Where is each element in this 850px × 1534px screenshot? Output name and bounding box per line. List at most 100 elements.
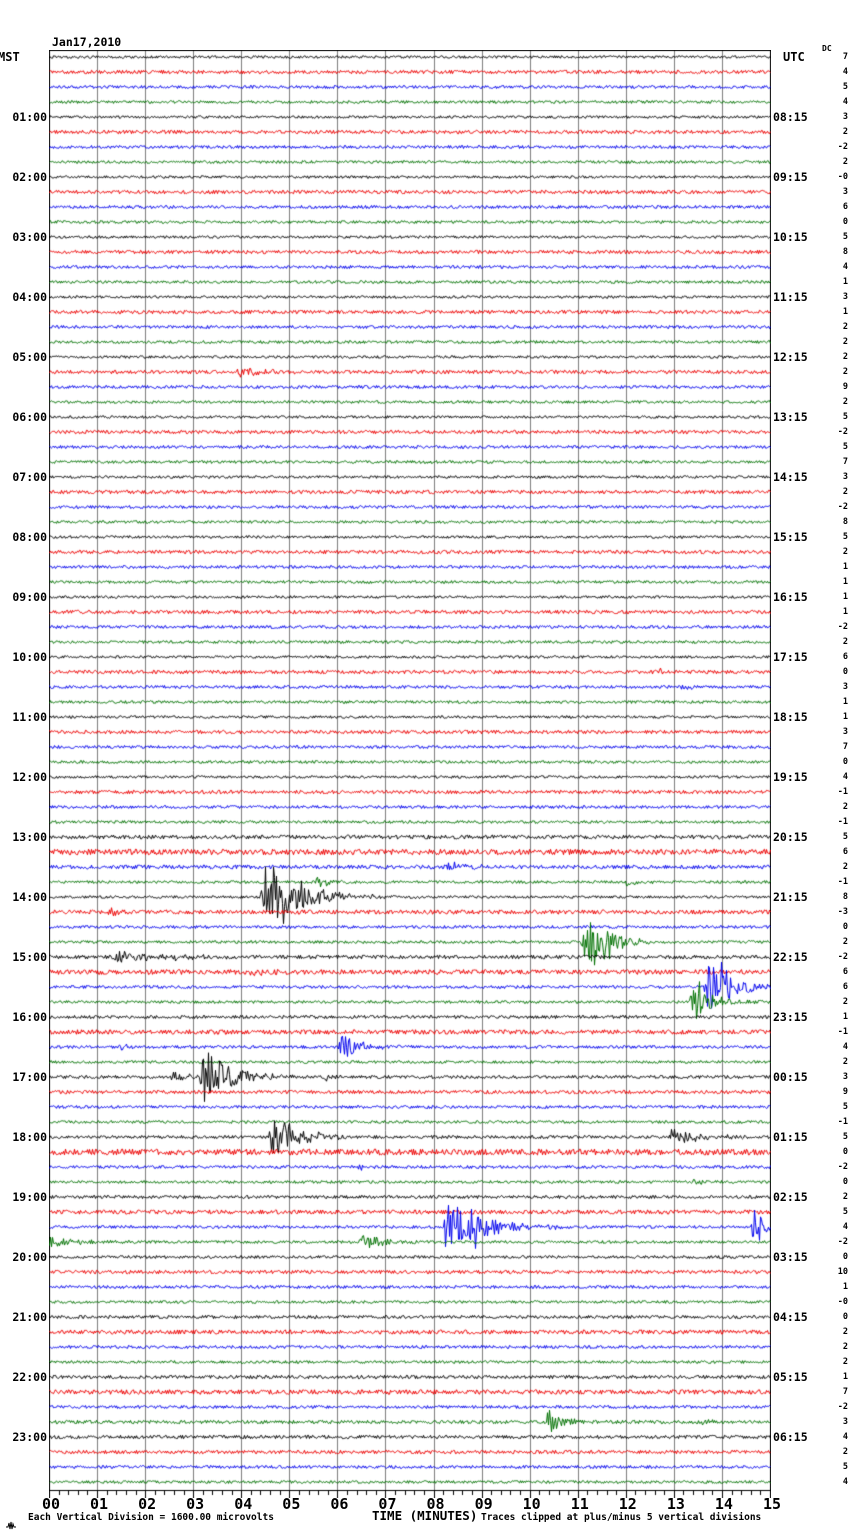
- dc-offset-value: 6: [842, 202, 848, 212]
- dc-offset-value: -2: [837, 427, 848, 437]
- dc-offset-value: 6: [842, 652, 848, 662]
- clip-note: Traces clipped at plus/minus 5 vertical …: [481, 1512, 762, 1523]
- x-axis-tick-label: 15: [762, 1495, 782, 1513]
- seismogram-canvas: [49, 50, 771, 1498]
- dc-offset-value: 2: [842, 157, 848, 167]
- utc-hour-label: 21:15: [773, 890, 808, 904]
- dc-offset-value: 5: [842, 232, 848, 242]
- dc-offset-value: 10: [837, 1267, 848, 1277]
- mst-hour-label: 05:00: [12, 350, 47, 364]
- mst-hour-label: 22:00: [12, 1370, 47, 1384]
- mst-hour-label: 18:00: [12, 1130, 47, 1144]
- utc-hour-label: 01:15: [773, 1130, 808, 1144]
- dc-offset-value: -1: [837, 877, 848, 887]
- x-axis-tick-label: 10: [522, 1495, 541, 1513]
- dc-offset-value: 2: [842, 1057, 848, 1067]
- utc-hour-label: 11:15: [773, 290, 808, 304]
- dc-offset-value: 2: [842, 937, 848, 947]
- dc-offset-value: 1: [842, 562, 848, 572]
- dc-offset-value: 4: [842, 772, 848, 782]
- mst-hour-label: 02:00: [12, 170, 47, 184]
- dc-offset-value: 1: [842, 307, 848, 317]
- mst-hour-label: 19:00: [12, 1190, 47, 1204]
- dc-offset-value: 3: [842, 1417, 848, 1427]
- dc-offset-value: -1: [837, 787, 848, 797]
- x-axis-tick-label: 01: [90, 1495, 109, 1513]
- dc-offset-value: 0: [842, 1252, 848, 1262]
- dc-offset-value: 2: [842, 1192, 848, 1202]
- dc-offset-value: 7: [842, 1387, 848, 1397]
- dc-offset-value: -2: [837, 1162, 848, 1172]
- mst-hour-label: 21:00: [12, 1310, 47, 1324]
- dc-offset-value: 4: [842, 1042, 848, 1052]
- utc-hour-label: 00:15: [773, 1070, 808, 1084]
- dc-offset-value: 2: [842, 1447, 848, 1457]
- mst-hour-label: 06:00: [12, 410, 47, 424]
- utc-axis-header: UTC: [783, 50, 805, 64]
- mst-hour-label: 11:00: [12, 710, 47, 724]
- dc-offset-value: 5: [842, 1462, 848, 1472]
- dc-offset-value: 8: [842, 247, 848, 257]
- dc-offset-value: 2: [842, 487, 848, 497]
- x-axis-tick-label: 07: [378, 1495, 397, 1513]
- dc-offset-value: 0: [842, 757, 848, 767]
- dc-offset-value: 5: [842, 832, 848, 842]
- utc-hour-label: 19:15: [773, 770, 808, 784]
- dc-offset-value: 3: [842, 1072, 848, 1082]
- utc-hour-label: 09:15: [773, 170, 808, 184]
- mst-axis-header: MST: [0, 50, 20, 64]
- mst-hour-label: 15:00: [12, 950, 47, 964]
- dc-offset-value: 7: [842, 742, 848, 752]
- mst-hour-label: 16:00: [12, 1010, 47, 1024]
- dc-offset-value: 8: [842, 892, 848, 902]
- x-axis-title: TIME (MINUTES): [372, 1508, 478, 1523]
- x-axis-tick-label: 04: [234, 1495, 253, 1513]
- dc-offset-value: 3: [842, 292, 848, 302]
- dc-offset-value: -1: [837, 1117, 848, 1127]
- dc-offset-value: 2: [842, 322, 848, 332]
- scale-note: Each Vertical Division = 1600.00 microvo…: [28, 1512, 274, 1523]
- dc-offset-value: 1: [842, 712, 848, 722]
- utc-hour-label: 04:15: [773, 1310, 808, 1324]
- dc-offset-value: 2: [842, 397, 848, 407]
- dc-offset-value: 1: [842, 607, 848, 617]
- dc-offset-value: 0: [842, 922, 848, 932]
- dc-offset-value: -1: [837, 1027, 848, 1037]
- dc-offset-value: 2: [842, 997, 848, 1007]
- mst-hour-label: 12:00: [12, 770, 47, 784]
- dc-offset-value: 2: [842, 802, 848, 812]
- x-axis-tick-label: 13: [666, 1495, 685, 1513]
- dc-offset-value: 3: [842, 472, 848, 482]
- utc-hour-label: 06:15: [773, 1430, 808, 1444]
- utc-hour-label: 05:15: [773, 1370, 808, 1384]
- utc-hour-label: 13:15: [773, 410, 808, 424]
- dc-offset-value: 2: [842, 1342, 848, 1352]
- dc-offset-value: 2: [842, 337, 848, 347]
- dc-offset-value: 1: [842, 277, 848, 287]
- x-axis-tick-label: 09: [474, 1495, 493, 1513]
- dc-offset-value: 5: [842, 1102, 848, 1112]
- dc-offset-value: 7: [842, 52, 848, 62]
- utc-hour-label: 17:15: [773, 650, 808, 664]
- dc-offset-value: -1: [837, 817, 848, 827]
- dc-offset-value: 4: [842, 67, 848, 77]
- dc-offset-value: 2: [842, 862, 848, 872]
- dc-offset-value: 3: [842, 727, 848, 737]
- dc-offset-value: 5: [842, 1132, 848, 1142]
- dc-offset-value: -2: [837, 1237, 848, 1247]
- x-axis-tick-label: 08: [426, 1495, 445, 1513]
- dc-offset-value: 9: [842, 382, 848, 392]
- mst-hour-label: 23:00: [12, 1430, 47, 1444]
- utc-hour-label: 22:15: [773, 950, 808, 964]
- mst-hour-label: 20:00: [12, 1250, 47, 1264]
- dc-offset-value: 3: [842, 682, 848, 692]
- x-axis-tick-label: 12: [618, 1495, 637, 1513]
- utc-hour-label: 08:15: [773, 110, 808, 124]
- utc-hour-label: 12:15: [773, 350, 808, 364]
- x-axis-tick-label: 02: [138, 1495, 157, 1513]
- dc-offset-value: 3: [842, 112, 848, 122]
- utc-hour-label: 14:15: [773, 470, 808, 484]
- dc-offset-value: 6: [842, 847, 848, 857]
- dc-offset-value: -2: [837, 1402, 848, 1412]
